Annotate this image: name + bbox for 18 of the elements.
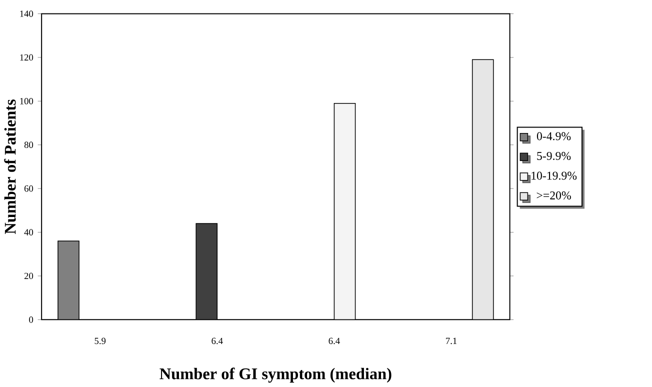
- y-tick-label: 100: [20, 98, 34, 104]
- y-tick-label: 20: [24, 272, 34, 280]
- legend-label: 0-4.9%: [536, 132, 571, 140]
- x-tick-label: 5.9: [94, 338, 106, 344]
- y-tick-label: 80: [24, 142, 34, 148]
- legend-label: 10-19.9%: [532, 172, 577, 180]
- x-tick-label: 6.4: [328, 338, 340, 344]
- y-tick-label: 0: [29, 316, 34, 323]
- legend-label: >=20%: [536, 192, 571, 200]
- legend-label: 5-9.9%: [537, 152, 571, 160]
- y-tick-label: 140: [20, 10, 34, 18]
- y-tick-label: 60: [24, 185, 34, 192]
- y-tick-label: 120: [20, 54, 34, 61]
- x-tick-label: 7.1: [446, 338, 457, 344]
- x-axis-title: Number of GI symptom (median): [160, 368, 392, 383]
- y-tick-label: 40: [24, 229, 34, 236]
- x-tick-label: 6.4: [212, 338, 223, 344]
- y-axis-title: Number of Patients: [4, 100, 16, 234]
